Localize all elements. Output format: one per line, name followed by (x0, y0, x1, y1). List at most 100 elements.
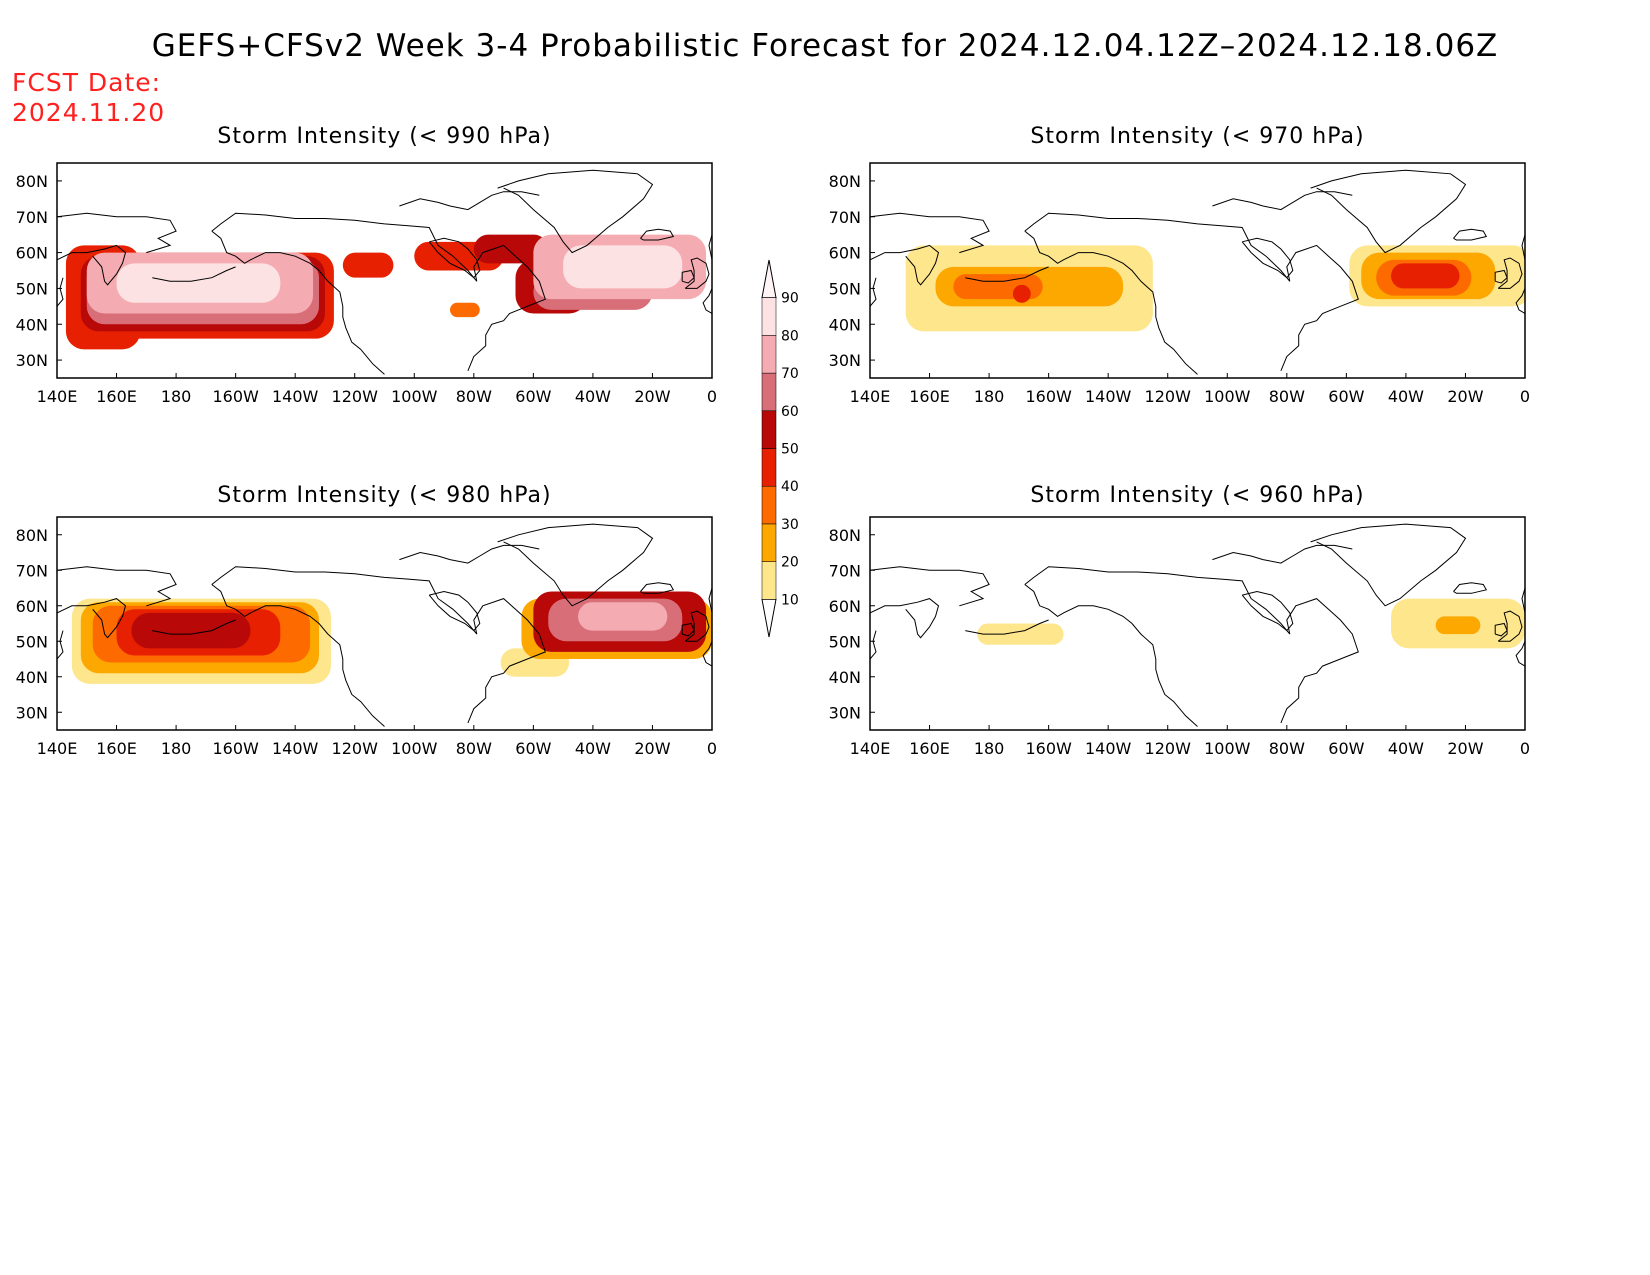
coastline (1497, 257, 1523, 289)
coastline (1453, 228, 1488, 241)
lat-tick-label: 50N (829, 279, 861, 298)
lon-tick-label: 180 (161, 739, 192, 758)
lon-tick-label: 140W (272, 739, 319, 758)
map-panel: 140E 160E 180 160W 140W 120W 100W 80W 60W 40W 20W 0… (829, 162, 1530, 406)
colorbar-swatch (761, 561, 777, 600)
coastline (1024, 584, 1198, 727)
coastline (702, 234, 712, 314)
coastline (57, 277, 64, 307)
lon-tick-label: 40W (1388, 739, 1424, 758)
lon-tick-label: 60W (515, 739, 551, 758)
coastline (870, 277, 877, 307)
coastline (211, 212, 546, 371)
coastline (1494, 622, 1508, 637)
lon-tick-label: 140E (37, 387, 78, 406)
colorbar-swatch (761, 297, 777, 336)
lat-tick-label: 50N (16, 279, 48, 298)
coastline (57, 598, 127, 639)
lon-tick-label: 40W (575, 387, 611, 406)
probability-region (1012, 284, 1031, 303)
lat-tick-label: 70N (16, 208, 48, 227)
lat-tick-label: 80N (829, 526, 861, 545)
lon-tick-label: 160E (96, 387, 137, 406)
probability-region (342, 252, 394, 278)
coastline (1515, 234, 1525, 314)
lon-tick-label: 120W (332, 739, 379, 758)
coastline (152, 266, 236, 282)
panel-title-980: Storm Intensity (< 980 hPa) (217, 483, 552, 508)
lon-tick-label: 120W (1145, 387, 1192, 406)
fcst-date-label: FCST Date: (12, 68, 162, 97)
probability-region (1435, 616, 1481, 635)
colorbar-swatch (761, 372, 777, 412)
lon-tick-label: 20W (1447, 387, 1483, 406)
colorbar-swatch (761, 448, 777, 487)
probability-region (563, 245, 683, 289)
colorbar-swatch (761, 485, 777, 525)
probability-region (116, 263, 281, 303)
lat-tick-label: 30N (16, 703, 48, 722)
lat-tick-label: 60N (16, 597, 48, 616)
lon-tick-label: 180 (161, 387, 192, 406)
panel-title-970: Storm Intensity (< 970 hPa) (1030, 124, 1365, 149)
map-frame (56, 516, 713, 731)
main-title: GEFS+CFSv2 Week 3-4 Probabilistic Foreca… (151, 28, 1499, 64)
lon-tick-label: 100W (1204, 387, 1251, 406)
lat-tick-label: 60N (829, 597, 861, 616)
lat-tick-label: 40N (16, 315, 48, 334)
colorbar-tick-label: 10 (781, 592, 799, 608)
lat-tick-label: 50N (16, 632, 48, 651)
map-frame (869, 162, 1526, 379)
coastline (497, 523, 654, 607)
probability-region (473, 234, 549, 264)
colorbar-tick-label: 40 (781, 479, 799, 495)
lon-tick-label: 160E (909, 387, 950, 406)
lat-tick-label: 30N (829, 351, 861, 370)
colorbar: 10 20 30 40 50 60 70 80 90 (761, 259, 799, 638)
lat-tick-label: 40N (829, 668, 861, 687)
probability-region (977, 623, 1064, 645)
lon-tick-label: 140W (1085, 739, 1132, 758)
lon-tick-label: 100W (391, 739, 438, 758)
map-frame (869, 516, 1526, 731)
lon-tick-label: 160W (212, 739, 259, 758)
coastline (1310, 169, 1467, 254)
coastline (399, 191, 540, 211)
lon-tick-label: 80W (1269, 387, 1305, 406)
colorbar-tick-label: 60 (781, 404, 799, 420)
lat-tick-label: 80N (16, 172, 48, 191)
coastline (1241, 237, 1294, 279)
coastline (57, 630, 64, 660)
lon-tick-label: 0 (1520, 387, 1530, 406)
colorbar-swatch (761, 410, 777, 449)
colorbar-swatch (761, 523, 777, 562)
coastline (1024, 212, 1359, 371)
colorbar-tick-label: 80 (781, 328, 799, 344)
lon-tick-label: 160E (909, 739, 950, 758)
probability-region (1391, 263, 1460, 289)
coastline (57, 566, 177, 607)
lat-tick-label: 70N (16, 561, 48, 580)
coastline (1024, 230, 1198, 375)
coastline (399, 544, 540, 564)
lat-tick-label: 40N (16, 668, 48, 687)
probability-region (131, 612, 251, 649)
coastline (57, 244, 127, 286)
lat-tick-label: 30N (16, 351, 48, 370)
coastline (684, 610, 710, 642)
coastline (1515, 587, 1525, 667)
lon-tick-label: 100W (391, 387, 438, 406)
lon-tick-label: 160W (1025, 387, 1072, 406)
coastline (640, 228, 675, 241)
coastline (702, 587, 712, 667)
lon-tick-label: 0 (707, 387, 717, 406)
colorbar-tick-label: 70 (781, 366, 799, 382)
map-panel: 140E 160E 180 160W 140W 120W 100W 80W 60W 40W 20W 0… (829, 516, 1530, 758)
colorbar-tick-label: 30 (781, 517, 799, 533)
lat-tick-label: 80N (16, 526, 48, 545)
coastline (152, 619, 236, 635)
lat-tick-label: 60N (829, 244, 861, 263)
coastline (681, 622, 695, 637)
map-panel: 140E 160E 180 160W 140W 120W 100W 80W 60W 40W 20W 0… (16, 162, 717, 406)
lon-tick-label: 180 (974, 739, 1005, 758)
